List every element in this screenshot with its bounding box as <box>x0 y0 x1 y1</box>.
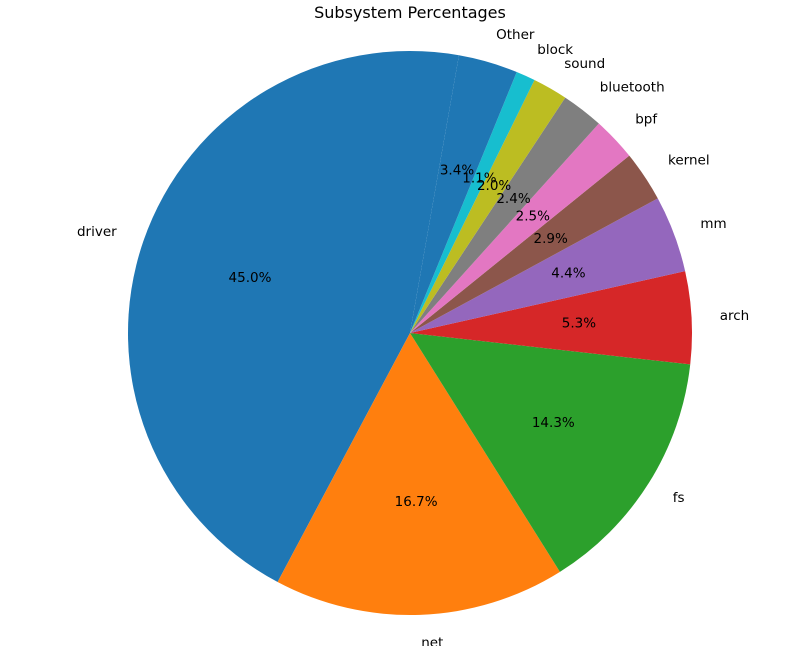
slice-percent-bluetooth: 2.4% <box>496 191 530 207</box>
pie-slices <box>127 50 692 616</box>
slice-percent-block: 1.1% <box>462 171 496 187</box>
chart-title: Subsystem Percentages <box>314 3 506 22</box>
slice-label-bluetooth: bluetooth <box>600 80 665 96</box>
pie-slice-bpf <box>410 123 630 333</box>
pie-slice-fs <box>410 333 691 572</box>
slice-percent-kernel: 2.9% <box>534 231 568 247</box>
slice-percent-bpf: 2.5% <box>516 209 550 225</box>
slice-label-driver: driver <box>77 224 117 240</box>
slice-label-arch: arch <box>720 308 750 324</box>
slice-percent-other: 3.4% <box>440 163 474 179</box>
pie-slice-block <box>410 71 535 333</box>
pie-slice-other <box>410 55 517 333</box>
pie-slice-arch <box>410 271 692 365</box>
slice-percent-sound: 2.0% <box>477 178 511 194</box>
pie-slice-sound <box>410 79 566 333</box>
slice-percent-net: 16.7% <box>395 494 438 510</box>
slice-label-fs: fs <box>673 490 685 506</box>
pie-slice-bluetooth <box>410 97 599 333</box>
pie-slice-kernel <box>410 155 658 333</box>
pie-labels: driver 45.0% net 16.7% fs 14.3% arch 5.3% mm 4.4%… <box>77 27 749 646</box>
pie-slice-driver <box>127 50 459 582</box>
slice-percent-mm: 4.4% <box>551 266 585 282</box>
slice-label-kernel: kernel <box>668 153 710 169</box>
slice-percent-arch: 5.3% <box>562 316 596 332</box>
slice-label-block: block <box>537 42 573 58</box>
slice-label-other: Other <box>496 27 535 43</box>
slice-label-mm: mm <box>700 216 726 232</box>
slice-percent-driver: 45.0% <box>229 270 272 286</box>
pie-slice-net <box>277 333 560 616</box>
slice-label-sound: sound <box>564 56 605 72</box>
slice-label-net: net <box>421 635 443 646</box>
pie-slice-mm <box>410 198 686 333</box>
slice-label-bpf: bpf <box>635 112 658 128</box>
slice-percent-fs: 14.3% <box>532 415 575 431</box>
